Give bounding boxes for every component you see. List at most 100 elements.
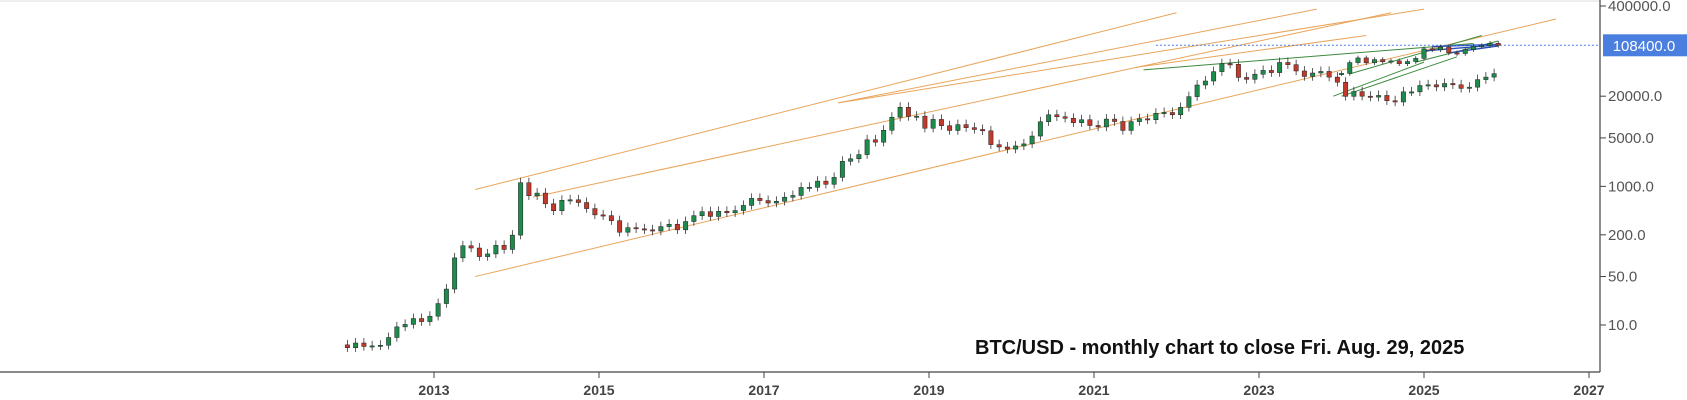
candle-body [1004,146,1010,150]
candle-body [1079,119,1085,123]
trend-channels [475,8,1600,278]
candle-body [1054,114,1060,118]
candle-body [518,182,524,236]
candle-body [716,211,722,217]
candle-body [386,337,392,346]
channel-line-1 [475,12,1177,191]
candle-body [1194,84,1200,97]
x-tick-label: 2027 [1573,382,1604,398]
candle-body [1409,91,1415,94]
candle-body [592,208,598,216]
candle-body [1359,91,1365,97]
candle-body [1487,43,1493,46]
candle-body [344,344,350,348]
candle-body [1095,125,1101,128]
candle-body [872,139,878,143]
candle-body [897,106,903,118]
candle-body [683,221,689,231]
candle-body [608,215,614,221]
axes [0,0,1606,378]
candle-body [1372,59,1377,64]
channel-line-5 [1135,35,1367,68]
channel-line-3 [838,8,1317,104]
candle-body [575,199,581,203]
y-tick-label: 50.0 [1608,269,1637,286]
candle-body [922,115,928,129]
candle-body [971,127,977,130]
y-tick-label: 1000.0 [1608,178,1654,195]
candle-body [823,180,829,185]
candle-body [1433,84,1439,88]
candle-body [947,125,953,131]
candle-body [1421,48,1427,59]
candle-body [691,215,697,222]
candle-body [1483,76,1489,80]
candle-body [1376,95,1382,98]
candle-body [1396,60,1402,64]
candle-body [650,229,656,232]
trend-line-green-3 [1349,35,1482,75]
candle-body [1471,46,1476,50]
y-tick-label: 20000.0 [1608,88,1662,105]
candle-body [1178,107,1184,116]
candle-body [749,198,755,206]
candle-body [1037,121,1043,137]
candle-body [1285,62,1291,65]
candle-body [1318,71,1324,74]
candle-body [1466,86,1472,89]
candle-body [485,253,491,257]
candle-body [666,224,672,227]
candle-body [1400,91,1406,103]
candle-body [1062,116,1068,119]
candle-body [1491,73,1497,78]
candle-body [443,288,449,304]
candle-body [1495,43,1501,46]
candle-body [1120,121,1126,131]
candle-body [1479,45,1485,48]
candle-body [633,227,639,230]
candle-body [765,200,771,204]
candle-body [476,247,482,257]
candle-body [831,177,837,185]
candle-body [1462,49,1468,54]
candle-body [1347,62,1353,74]
candle-body [757,198,763,201]
candle-body [1260,70,1266,75]
candle-body [848,158,854,162]
candle-body [460,245,466,259]
candle-body [963,124,969,128]
x-tick-label: 2023 [1243,382,1274,398]
candle-body [493,245,499,255]
candle-body [1310,72,1316,77]
candle-body [1227,63,1233,66]
candle-body [1046,114,1052,123]
candle-body [1413,58,1419,62]
trend-line-blue-0 [1423,44,1499,52]
candle-body [1392,100,1398,103]
candle-body [806,187,812,189]
candle-body [410,318,416,325]
candle-body [864,139,870,155]
candle-body [938,119,944,126]
candle-body [790,195,796,198]
x-tick-label: 2013 [418,382,449,398]
candle-body [600,214,606,217]
candle-body [1186,96,1192,108]
candle-body [419,318,425,322]
channel-line-4 [838,8,1425,104]
candle-body [452,257,458,290]
candle-body [584,202,590,209]
candle-body [996,144,1002,148]
candle-body [526,182,532,197]
candle-body [1070,118,1076,123]
candle-body [1021,143,1027,147]
candle-body [1442,83,1448,88]
chart-title: BTC/USD - monthly chart to close Fri. Au… [975,337,1464,359]
candle-body [1277,62,1283,73]
candle-body [889,116,895,131]
candle-body [914,115,920,118]
candle-body [1438,46,1443,51]
trend-line-green-2 [1341,56,1458,97]
candle-body [542,192,548,205]
candle-body [1252,73,1258,80]
